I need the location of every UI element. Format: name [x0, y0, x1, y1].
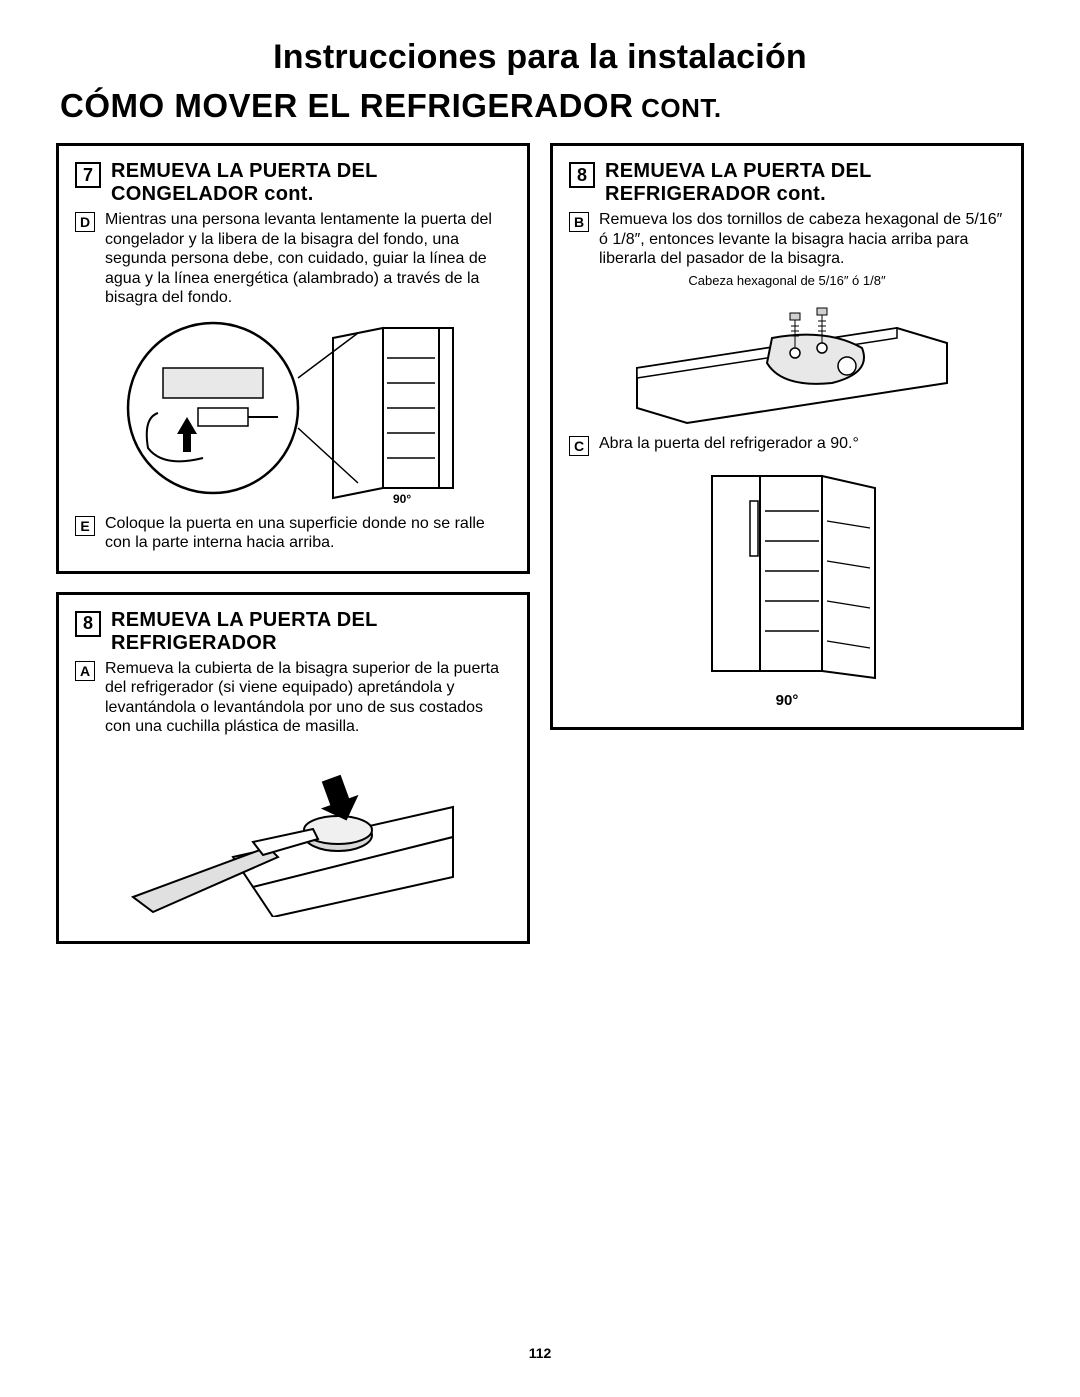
- putty-knife-illustration: [113, 747, 473, 917]
- step-8-cont-number: 8: [569, 162, 595, 188]
- step-8-box: 8 REMUEVA LA PUERTA DEL REFRIGERADOR A R…: [56, 592, 530, 944]
- step-8-header: 8 REMUEVA LA PUERTA DEL REFRIGERADOR: [75, 609, 511, 655]
- svg-text:90°: 90°: [393, 492, 411, 506]
- substep-d: D Mientras una persona levanta lentament…: [75, 210, 511, 308]
- page-number: 112: [0, 1345, 1080, 1361]
- substep-b-text: Remueva los dos tornillos de cabeza hexa…: [599, 210, 1005, 269]
- angle-90-label: 90°: [569, 692, 1005, 709]
- page-header: Instrucciones para la instalación: [0, 0, 1080, 77]
- substep-a-text: Remueva la cubierta de la bisagra superi…: [105, 659, 511, 737]
- substep-c: C Abra la puerta del refrigerador a 90.°: [569, 434, 1005, 456]
- substep-a: A Remueva la cubierta de la bisagra supe…: [75, 659, 511, 737]
- substep-d-letter: D: [75, 212, 95, 232]
- substep-c-letter: C: [569, 436, 589, 456]
- section-title-main: CÓMO MOVER EL REFRIGERADOR: [60, 87, 633, 124]
- substep-e-text: Coloque la puerta en una superficie dond…: [105, 514, 511, 553]
- step-8-cont-box: 8 REMUEVA LA PUERTA DEL REFRIGERADOR con…: [550, 143, 1024, 730]
- substep-c-text: Abra la puerta del refrigerador a 90.°: [599, 434, 859, 454]
- step-7-title: REMUEVA LA PUERTA DEL CONGELADOR cont.: [111, 160, 511, 206]
- step-7-header: 7 REMUEVA LA PUERTA DEL CONGELADOR cont.: [75, 160, 511, 206]
- step-8-cont-title: REMUEVA LA PUERTA DEL REFRIGERADOR cont.: [605, 160, 1005, 206]
- substep-e-letter: E: [75, 516, 95, 536]
- substep-e: E Coloque la puerta en una superficie do…: [75, 514, 511, 553]
- hex-caption: Cabeza hexagonal de 5/16″ ó 1/8″: [569, 273, 1005, 288]
- step-8-number: 8: [75, 611, 101, 637]
- step-8-cont-header: 8 REMUEVA LA PUERTA DEL REFRIGERADOR con…: [569, 160, 1005, 206]
- step-7-box: 7 REMUEVA LA PUERTA DEL CONGELADOR cont.…: [56, 143, 530, 574]
- right-column: 8 REMUEVA LA PUERTA DEL REFRIGERADOR con…: [550, 143, 1024, 944]
- step-7-number: 7: [75, 162, 101, 188]
- substep-b-letter: B: [569, 212, 589, 232]
- page-title: Instrucciones para la instalación: [0, 38, 1080, 77]
- substep-d-text: Mientras una persona levanta lentamente …: [105, 210, 511, 308]
- left-column: 7 REMUEVA LA PUERTA DEL CONGELADOR cont.…: [56, 143, 530, 944]
- hinge-detail-illustration: 90°: [103, 318, 483, 508]
- section-title-cont: CONT.: [633, 93, 721, 123]
- fridge-open-illustration: [657, 466, 917, 686]
- substep-a-letter: A: [75, 661, 95, 681]
- hinge-screws-illustration: [617, 298, 957, 428]
- section-title: CÓMO MOVER EL REFRIGERADOR CONT.: [0, 77, 1080, 143]
- columns: 7 REMUEVA LA PUERTA DEL CONGELADOR cont.…: [0, 143, 1080, 944]
- step-8-title: REMUEVA LA PUERTA DEL REFRIGERADOR: [111, 609, 511, 655]
- substep-b: B Remueva los dos tornillos de cabeza he…: [569, 210, 1005, 269]
